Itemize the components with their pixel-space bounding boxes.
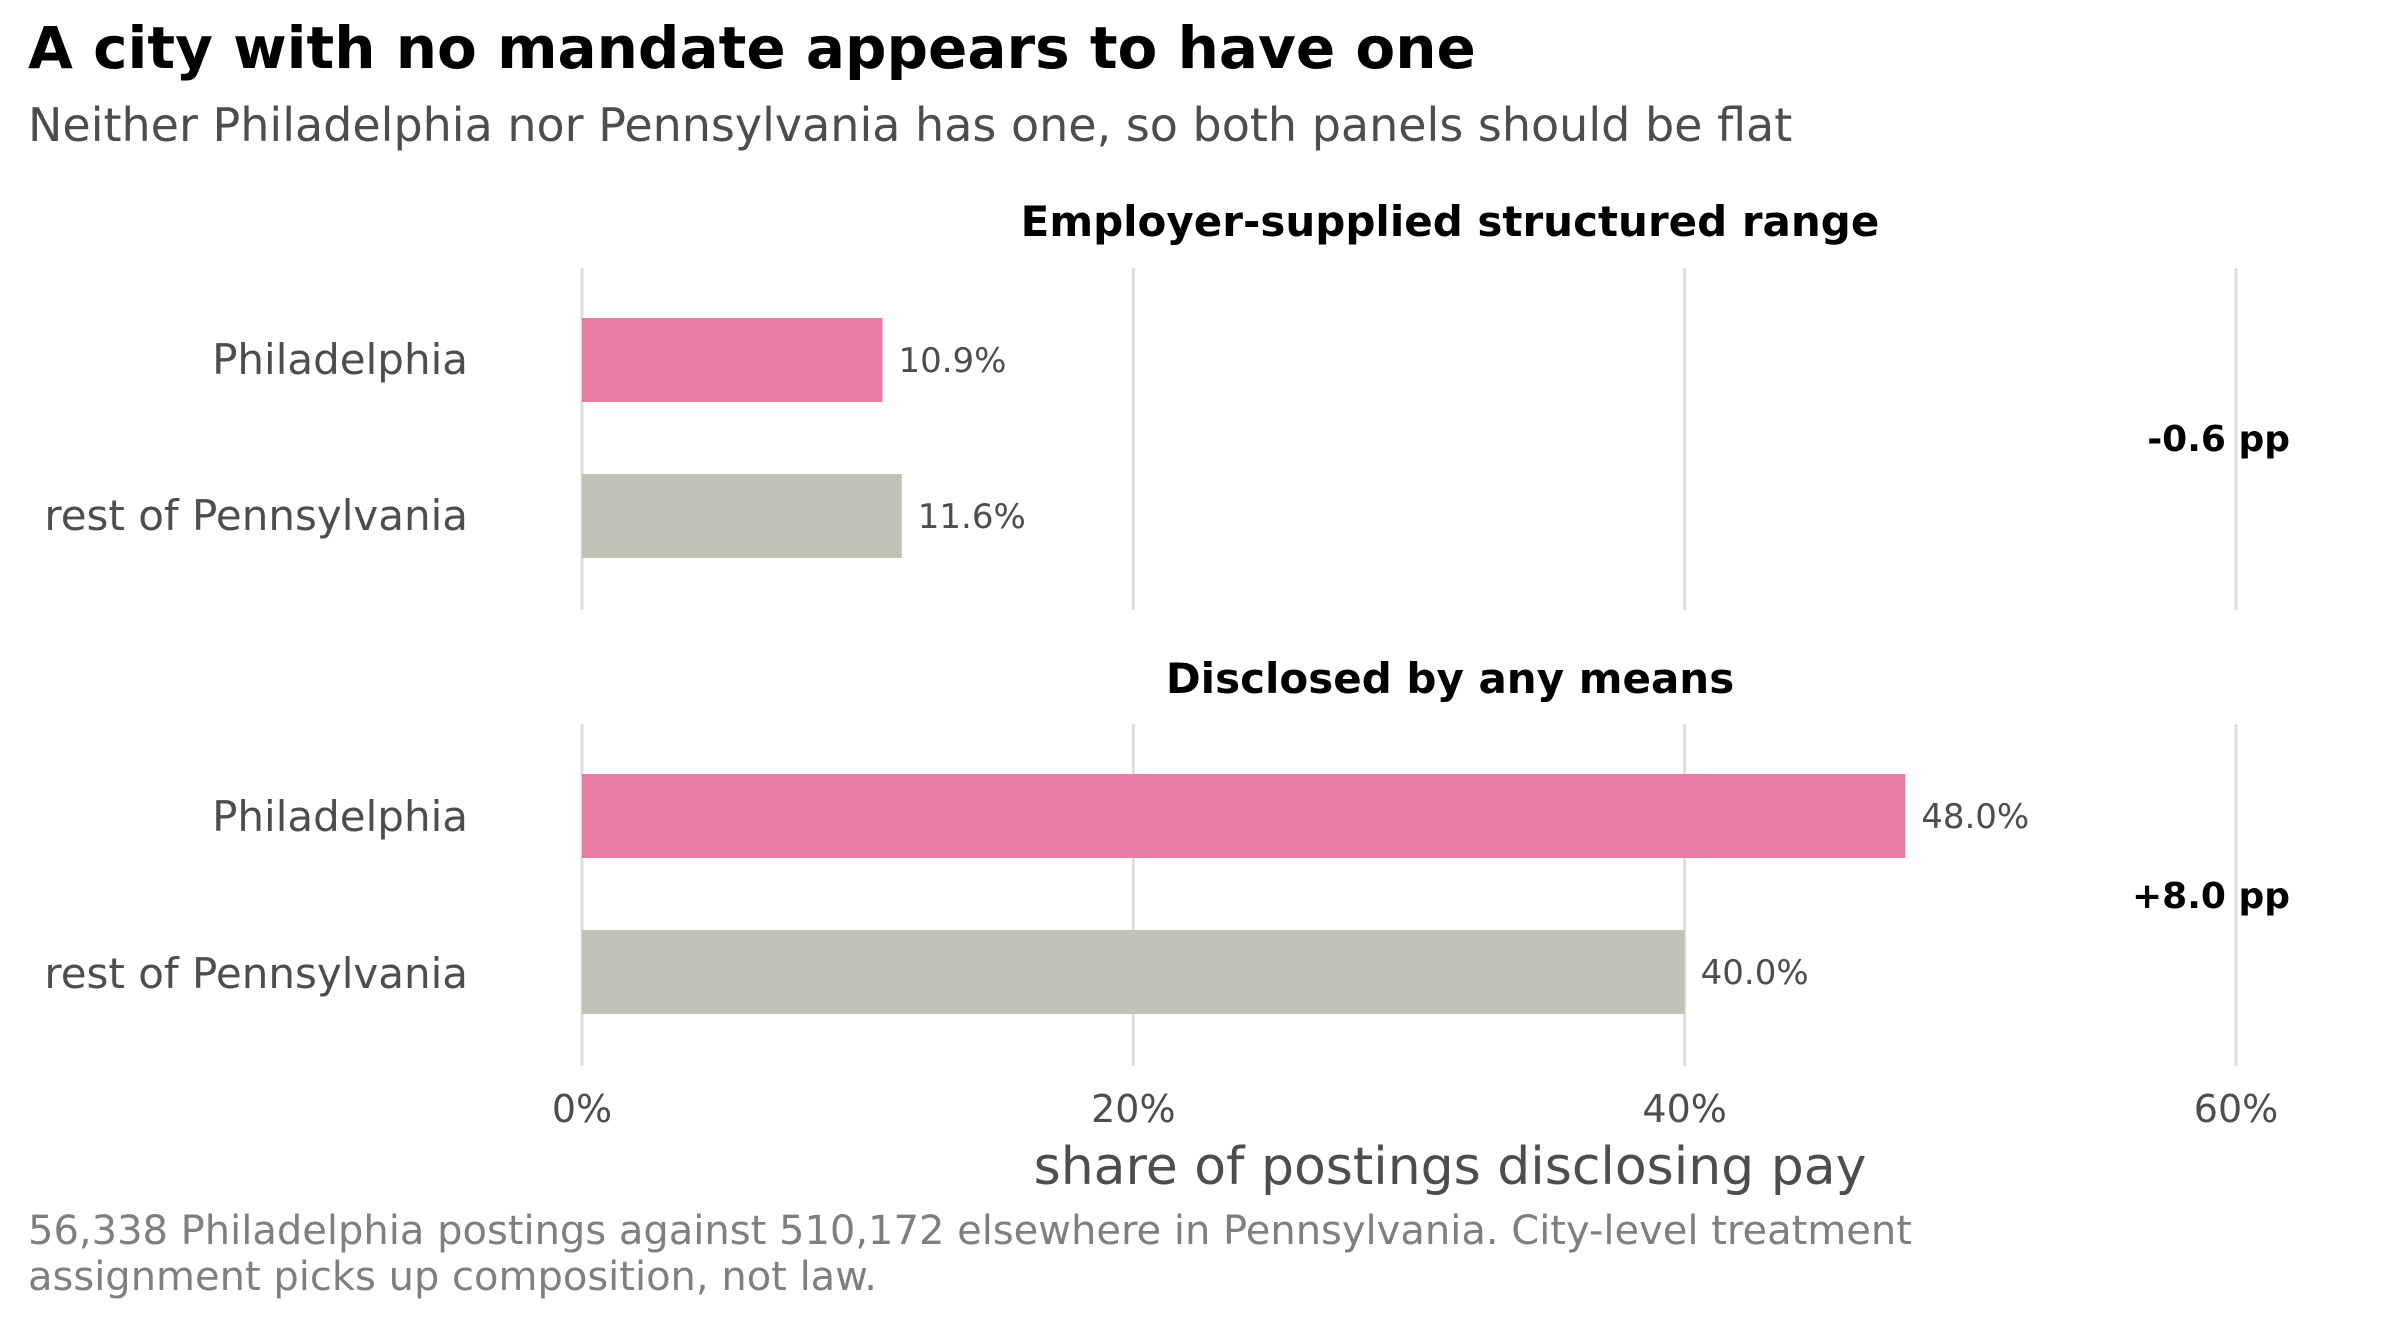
chart-title: A city with no mandate appears to have o… xyxy=(28,14,1476,82)
bar xyxy=(582,930,1685,1014)
bar xyxy=(582,774,1906,858)
category-label: rest of Pennsylvania xyxy=(44,491,468,540)
panel-disclosed-any-means: Disclosed by any means Philadelphia rest… xyxy=(44,654,2290,998)
x-tick-label: 60% xyxy=(2194,1087,2278,1131)
bar xyxy=(582,474,902,558)
chart-caption: 56,338 Philadelphia postings against 510… xyxy=(28,1208,1912,1300)
value-label: 48.0% xyxy=(1921,797,2029,837)
value-label: 10.9% xyxy=(898,341,1006,381)
value-label: 11.6% xyxy=(918,497,1026,537)
bar xyxy=(582,318,883,402)
difference-label: +8.0 pp xyxy=(2132,876,2290,917)
difference-label: -0.6 pp xyxy=(2147,419,2290,460)
panel-title: Employer-supplied structured range xyxy=(1021,197,1880,246)
bar-layer: 10.9% 11.6% 48.0% 40.0% xyxy=(582,318,2029,1014)
chart-subtitle: Neither Philadelphia nor Pennsylvania ha… xyxy=(28,98,1793,152)
category-label: Philadelphia xyxy=(212,335,468,384)
panel-title: Disclosed by any means xyxy=(1166,654,1734,703)
x-tick-label: 40% xyxy=(1642,1087,1726,1131)
x-tick-label: 0% xyxy=(552,1087,612,1131)
x-axis-ticks: 0% 20% 40% 60% xyxy=(552,1087,2278,1131)
value-label: 40.0% xyxy=(1701,953,1809,993)
panel-structured-range: Employer-supplied structured range Phila… xyxy=(44,197,2290,540)
x-tick-label: 20% xyxy=(1091,1087,1175,1131)
x-axis-title: share of postings disclosing pay xyxy=(1034,1137,1867,1197)
category-label: Philadelphia xyxy=(212,792,468,841)
category-label: rest of Pennsylvania xyxy=(44,949,468,998)
